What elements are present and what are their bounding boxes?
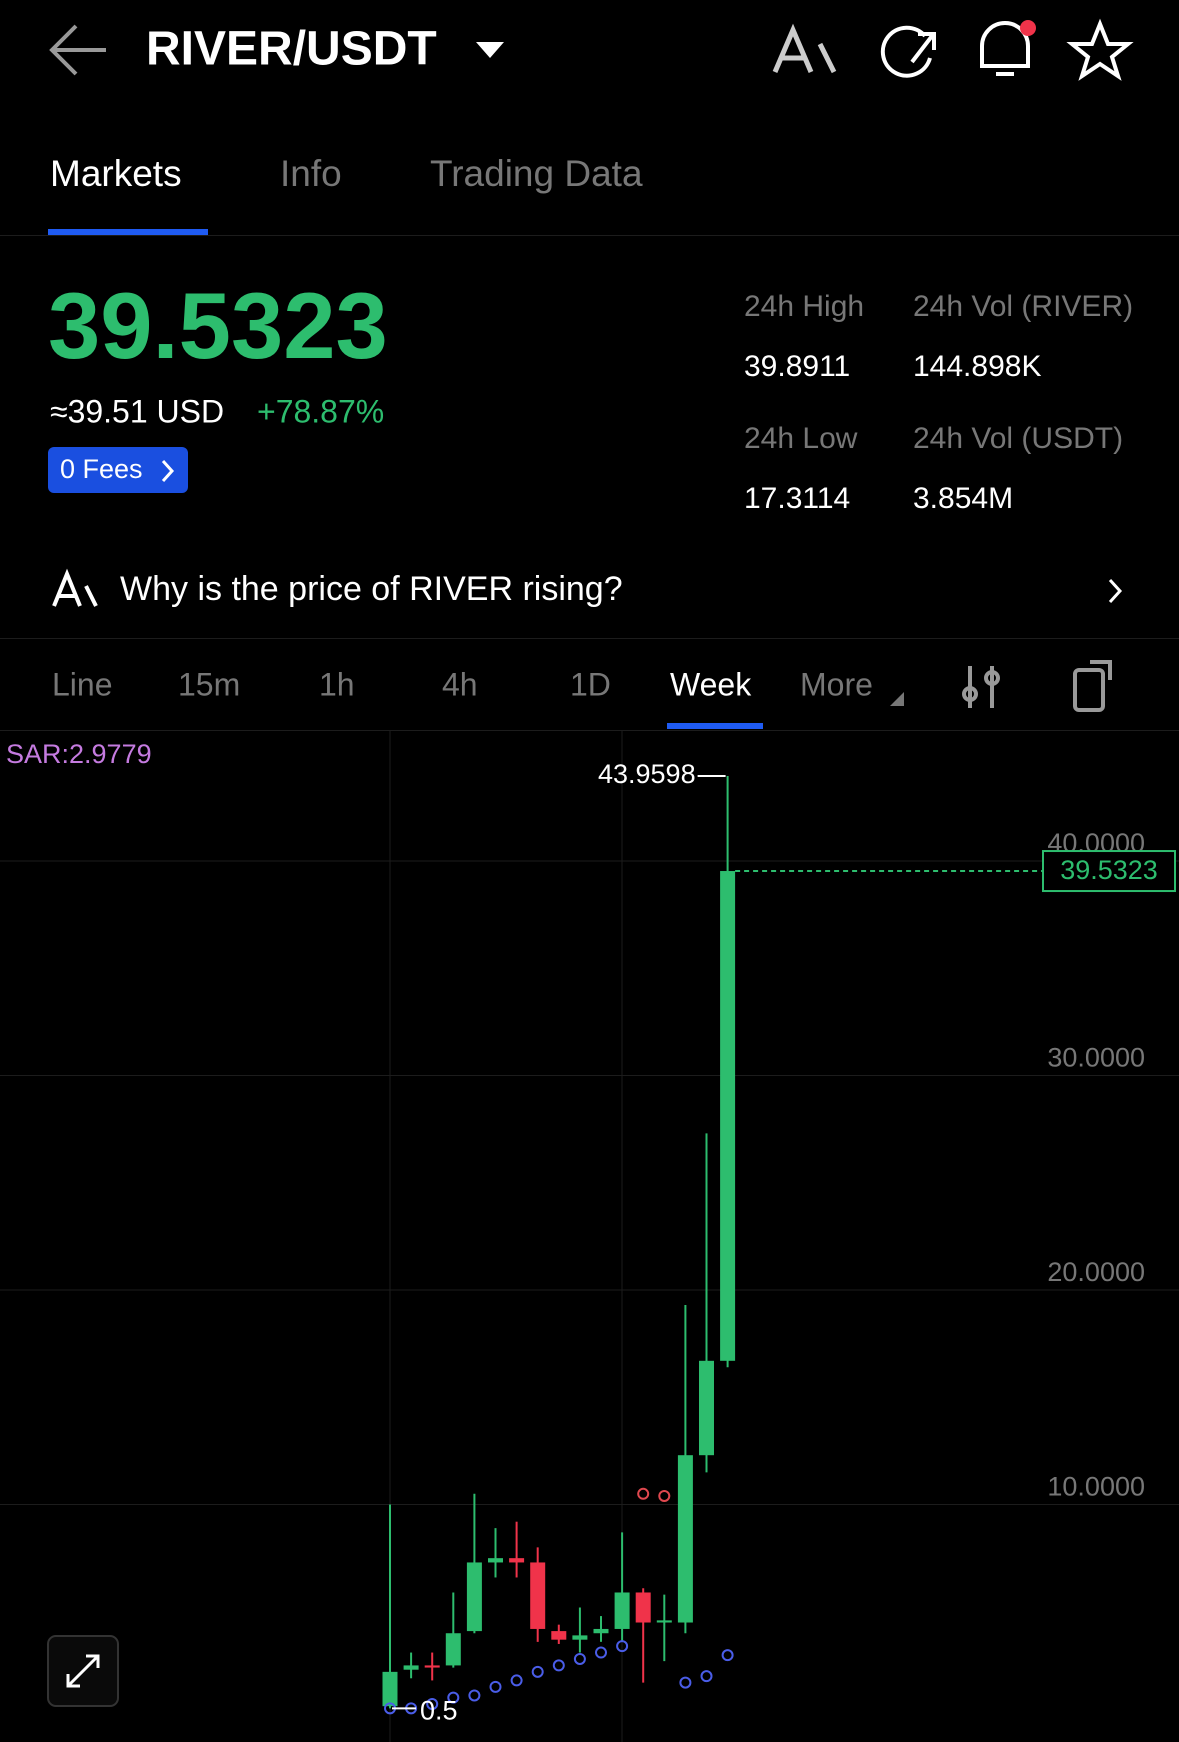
- share-icon[interactable]: [880, 25, 936, 78]
- sar-dot: [658, 1489, 671, 1502]
- ai-icon-small: [52, 568, 98, 607]
- stat-label: 24h High: [744, 290, 864, 323]
- y-tick-label: 30.0000: [1047, 1043, 1145, 1073]
- sar-dot: [573, 1652, 586, 1665]
- active-interval-indicator: [667, 723, 763, 729]
- rotate-icon[interactable]: [1073, 660, 1112, 712]
- ai-prompt[interactable]: Why is the price of RIVER rising?: [120, 570, 623, 608]
- sar-dot: [531, 1665, 544, 1678]
- sar-dot: [679, 1676, 692, 1689]
- candle-body: [509, 1558, 525, 1563]
- candle-body: [593, 1628, 609, 1634]
- ai-prompt-chevron[interactable]: [1108, 578, 1123, 604]
- y-tick-label: 10.0000: [1047, 1472, 1145, 1502]
- sar-dot: [616, 1640, 629, 1653]
- stat-value: 144.898K: [913, 350, 1041, 383]
- interval-tab[interactable]: 4h: [442, 666, 478, 702]
- interval-tab[interactable]: 1h: [319, 666, 355, 702]
- ai-icon[interactable]: [772, 23, 837, 74]
- sar-dot: [426, 1698, 439, 1711]
- interval-tab[interactable]: Week: [670, 666, 752, 702]
- sar-dot: [468, 1689, 481, 1702]
- interval-tab[interactable]: 15m: [178, 666, 240, 702]
- candle-body: [677, 1455, 693, 1623]
- interval-tab[interactable]: Line: [52, 666, 113, 702]
- indicator-settings-icon[interactable]: [962, 666, 1000, 708]
- fees-label[interactable]: 0 Fees: [60, 454, 143, 484]
- candle-body: [572, 1635, 588, 1640]
- expand-icon: [66, 1654, 100, 1688]
- interval-tab[interactable]: More: [800, 666, 873, 702]
- tab[interactable]: Trading Data: [430, 153, 643, 194]
- candle-body: [403, 1665, 419, 1670]
- stat-label: 24h Vol (USDT): [913, 422, 1123, 455]
- candle-body: [720, 871, 736, 1361]
- candle-body: [424, 1665, 440, 1668]
- stat-value: 39.8911: [744, 350, 850, 383]
- last-price: 39.5323: [48, 273, 388, 378]
- candle-body: [530, 1562, 546, 1629]
- stat-label: 24h Vol (RIVER): [913, 290, 1133, 323]
- sar-label: SAR:2.9779: [6, 739, 152, 769]
- divider: [0, 638, 1179, 639]
- usd-price: ≈39.51 USD: [50, 393, 224, 429]
- sar-dot: [637, 1487, 650, 1500]
- fees-chevron: [161, 459, 175, 483]
- stat-value: 3.854M: [913, 482, 1013, 515]
- candlestick-chart: SAR:2.9779 10.000020.000030.000040.00004…: [0, 731, 1179, 1742]
- fees-button[interactable]: [48, 447, 188, 493]
- stat-label: 24h Low: [744, 422, 858, 455]
- candle-body: [635, 1592, 651, 1623]
- sar-dot: [552, 1659, 565, 1672]
- stat-value: 17.3114: [744, 482, 850, 515]
- candle-body: [466, 1562, 482, 1632]
- candle-body: [551, 1631, 567, 1640]
- high-label: 43.9598: [598, 759, 696, 789]
- divider: [0, 235, 1179, 236]
- sar-dot: [510, 1674, 523, 1687]
- last-price-label: 39.5323: [1060, 855, 1158, 885]
- candle-body: [445, 1633, 461, 1666]
- pair-title[interactable]: RIVER/USDT: [146, 23, 437, 76]
- sar-dot: [721, 1649, 734, 1662]
- favorite-icon[interactable]: [1066, 18, 1134, 81]
- sar-dot: [489, 1680, 502, 1693]
- candle-body: [614, 1592, 630, 1629]
- interval-tab[interactable]: 1D: [570, 666, 611, 702]
- sar-dot: [595, 1646, 607, 1659]
- notification-icon[interactable]: [980, 20, 1036, 76]
- active-tab-indicator: [48, 229, 208, 235]
- tab[interactable]: Info: [280, 153, 342, 194]
- y-tick-label: 20.0000: [1047, 1257, 1145, 1287]
- back-button[interactable]: [49, 24, 106, 76]
- sar-dot: [700, 1670, 713, 1683]
- candle-body: [656, 1620, 672, 1623]
- tab[interactable]: Markets: [50, 153, 182, 194]
- divider: [0, 730, 1179, 731]
- candle-body: [488, 1558, 503, 1563]
- pair-dropdown[interactable]: [476, 42, 504, 58]
- candle-body: [382, 1671, 398, 1707]
- low-label: 0.5: [420, 1695, 458, 1725]
- last-price-box: [1042, 850, 1176, 893]
- candle-body: [699, 1360, 714, 1456]
- more-caret: [890, 692, 904, 706]
- sar-dot: [447, 1691, 460, 1704]
- price-change: +78.87%: [257, 393, 384, 429]
